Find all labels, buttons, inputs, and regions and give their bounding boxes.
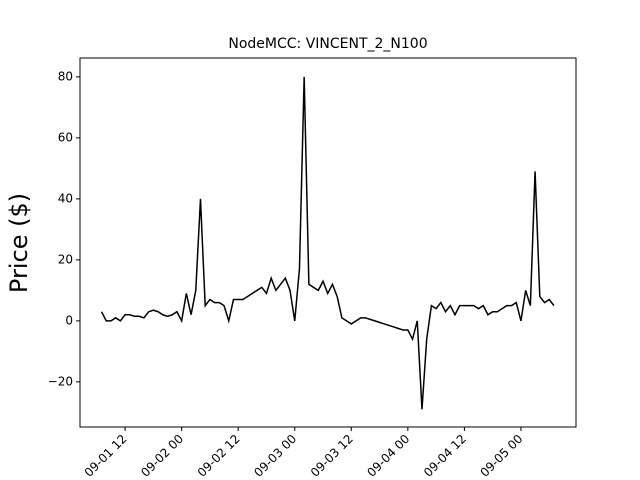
y-tick-label: 60 (58, 130, 73, 144)
x-tick-label: 09-04 00 (364, 432, 412, 480)
x-tick-label: 09-02 00 (138, 432, 186, 480)
plot-frame (79, 57, 577, 428)
x-tick-label: 09-05 00 (477, 432, 525, 480)
y-tick-label: 40 (58, 191, 73, 205)
x-tick-label: 09-03 12 (308, 432, 356, 480)
x-tick-label: 09-02 12 (195, 432, 243, 480)
y-tick-label: 80 (58, 69, 73, 83)
x-tick-label: 09-03 00 (251, 432, 299, 480)
chart-title: NodeMCC: VINCENT_2_N100 (228, 36, 427, 52)
x-tick-label: 09-04 12 (421, 432, 469, 480)
y-axis-label: Price ($) (5, 193, 33, 293)
x-tick-label: 09-01 12 (82, 432, 130, 480)
y-tick-label: 20 (58, 252, 73, 266)
price-line (100, 76, 555, 410)
y-tick-label: 0 (65, 313, 73, 327)
y-tick-label: −20 (48, 374, 73, 388)
